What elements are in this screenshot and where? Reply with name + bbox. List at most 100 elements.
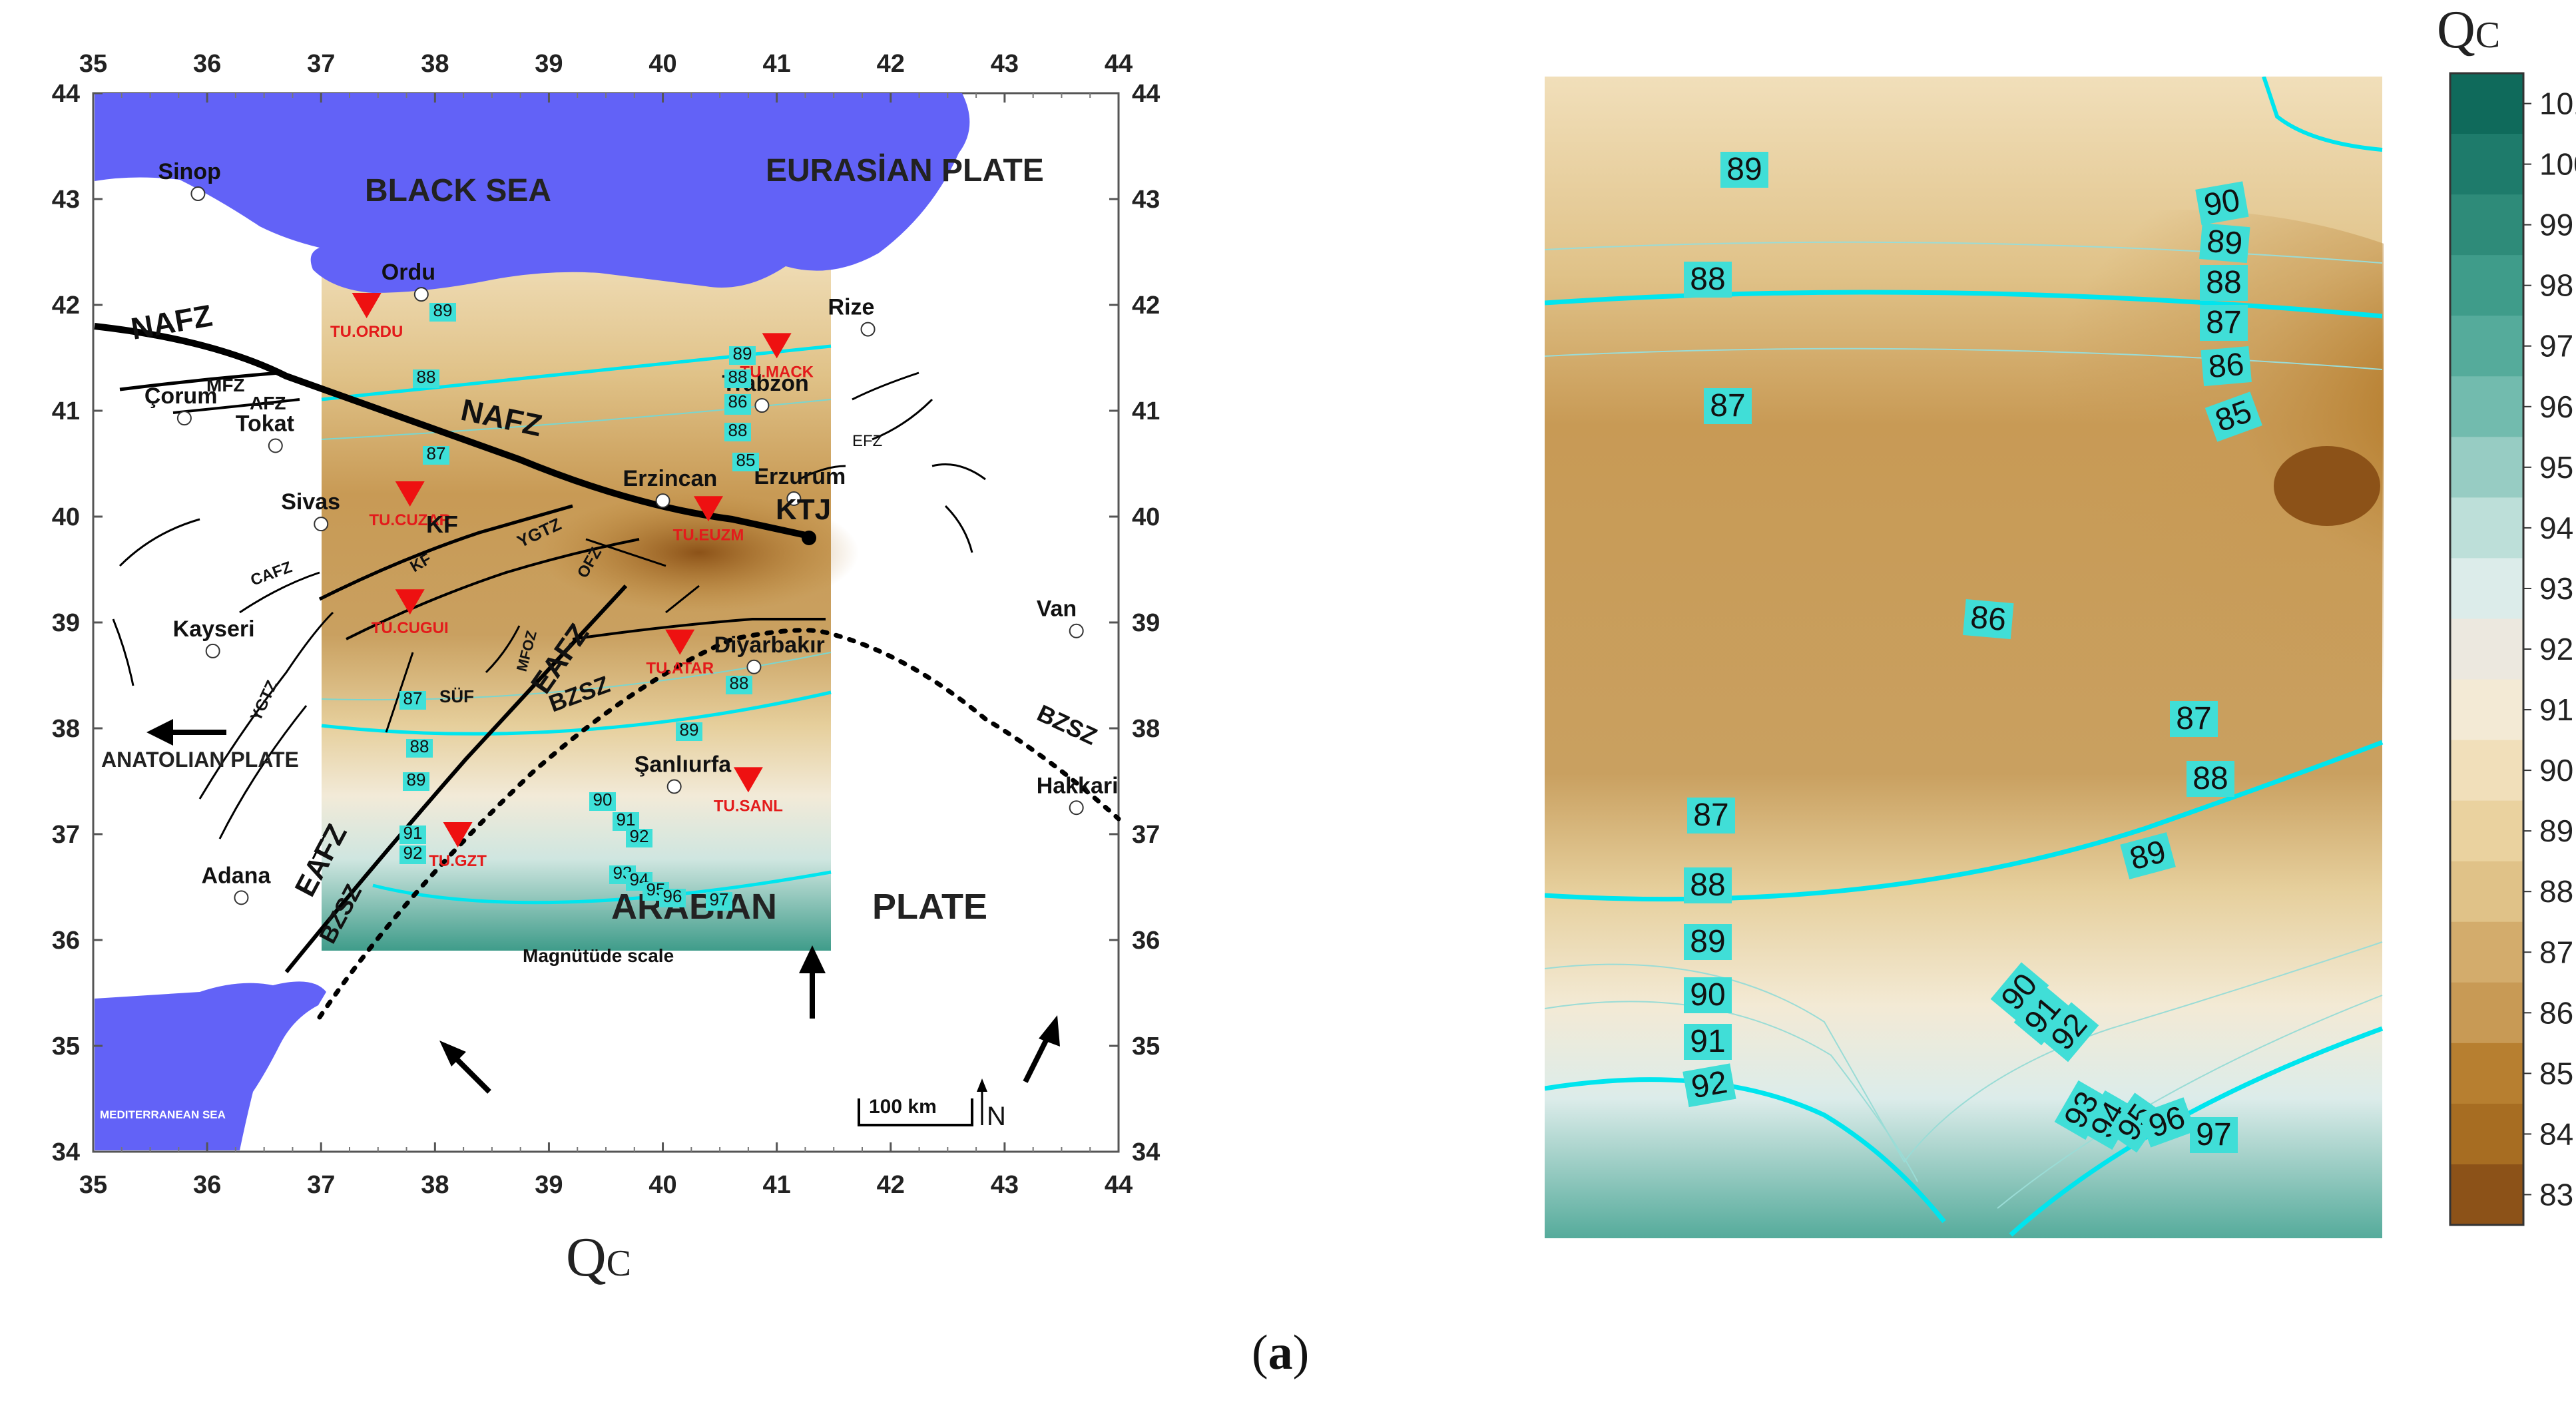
colorbar-swatch bbox=[2450, 73, 2523, 135]
ktj-marker bbox=[802, 531, 816, 545]
label-plate: PLATE bbox=[872, 887, 987, 927]
contour-label: 86 bbox=[1969, 600, 2007, 638]
colorbar-tick-label: 84 bbox=[2539, 1116, 2573, 1151]
inset-contour-label: 92 bbox=[630, 826, 649, 846]
lat-tick-label: 41 bbox=[52, 397, 80, 425]
colorbar-tick-label: 87 bbox=[2539, 935, 2573, 969]
lat-tick-label: 36 bbox=[52, 927, 80, 955]
station-marker bbox=[352, 293, 382, 318]
colorbar-tick-label: 88 bbox=[2539, 874, 2573, 909]
lon-tick-label: 36 bbox=[193, 1171, 221, 1198]
colorbar-tick-label: 92 bbox=[2539, 632, 2573, 666]
colorbar-swatch bbox=[2450, 982, 2523, 1044]
fault-label: KF bbox=[426, 511, 458, 538]
fault-label: MFZ bbox=[206, 375, 245, 395]
contour-label: 89 bbox=[1690, 924, 1725, 959]
colorbar-tick-label: 86 bbox=[2539, 995, 2573, 1030]
city-marker bbox=[190, 186, 206, 202]
station-marker bbox=[395, 481, 425, 507]
station-label: TU.ATAR bbox=[646, 660, 714, 678]
lon-tick-label: 39 bbox=[535, 1171, 563, 1198]
station-marker bbox=[762, 333, 792, 359]
city-marker bbox=[666, 779, 682, 794]
lat-tick-label: 37 bbox=[1132, 821, 1160, 849]
colorbar: 101 100 99 98 97 96 95 94 93 92 91 90 89 88 87 86 85 84 83 bbox=[2449, 72, 2576, 1226]
contour-label: 86 bbox=[2207, 347, 2246, 385]
inset-contour-label: 88 bbox=[730, 673, 749, 693]
inset-contour-label: 89 bbox=[733, 344, 752, 363]
inset-contour-label: 87 bbox=[403, 688, 423, 708]
lon-tick-label: 40 bbox=[648, 50, 676, 78]
station-marker bbox=[694, 496, 723, 522]
city-label: Ordu bbox=[382, 260, 435, 285]
contour-panel: 8990898888878685878687888789888990919290… bbox=[1545, 77, 2384, 1238]
city-marker bbox=[413, 287, 429, 302]
station-label: TU.ORDU bbox=[330, 323, 403, 341]
lon-tick-label: 38 bbox=[421, 50, 449, 78]
colorbar-tick-label: 96 bbox=[2539, 389, 2573, 424]
contour-label: 88 bbox=[2206, 265, 2241, 300]
inset-contour-label: 89 bbox=[680, 720, 699, 740]
contour-lines bbox=[1545, 77, 2384, 1237]
lat-tick-label: 43 bbox=[52, 186, 80, 214]
tectonic-map: 3535363637373838393940404141424243434444… bbox=[52, 50, 1160, 1198]
panel-letter-text: a bbox=[1268, 1325, 1293, 1380]
colorbar-swatch bbox=[2450, 618, 2523, 680]
colorbar-swatch bbox=[2450, 1103, 2523, 1165]
lon-tick-label: 43 bbox=[991, 1171, 1019, 1198]
colorbar-tick-label: 83 bbox=[2539, 1177, 2573, 1212]
lon-tick-label: 41 bbox=[763, 1171, 791, 1198]
colorbar-tick-label: 101 bbox=[2539, 87, 2576, 121]
lon-tick-label: 42 bbox=[877, 1171, 905, 1198]
station-marker bbox=[733, 767, 763, 793]
label-black-sea: BLACK SEA bbox=[365, 173, 551, 208]
lon-tick-label: 36 bbox=[193, 50, 221, 78]
contour-label: 92 bbox=[1688, 1064, 1730, 1105]
city-marker bbox=[746, 659, 762, 674]
colorbar-swatch bbox=[2450, 497, 2523, 559]
fault-label: EFZ bbox=[852, 432, 882, 450]
fault-label: SÜF bbox=[439, 686, 474, 706]
colorbar-title: QC bbox=[2437, 1, 2501, 59]
colorbar-swatch bbox=[2450, 740, 2523, 802]
inset-contour-label: 88 bbox=[410, 736, 429, 756]
lat-tick-label: 40 bbox=[1132, 503, 1160, 531]
city-label: Erzincan bbox=[623, 466, 718, 491]
scale-bar: 100 km N bbox=[858, 1078, 1006, 1131]
city-marker bbox=[860, 322, 876, 337]
city-marker bbox=[205, 643, 220, 658]
map-caption: QC bbox=[566, 1226, 632, 1288]
contour-labels: 8990898888878685878687888789888990919290… bbox=[1682, 152, 2262, 1153]
station-label: TU.MACK bbox=[740, 363, 814, 381]
inset-contour-label: 92 bbox=[403, 843, 423, 863]
city-label: Diyarbakır bbox=[714, 632, 824, 658]
colorbar-swatch bbox=[2450, 861, 2523, 923]
lat-tick-label: 38 bbox=[52, 715, 80, 743]
north-label: N bbox=[987, 1102, 1006, 1131]
station-label: TU.CUZAR bbox=[369, 511, 451, 529]
inset-contour-labels: 8988898887868588878687888988899091929394… bbox=[399, 300, 759, 911]
city-label: Kayseri bbox=[173, 616, 255, 642]
inset-contour-label: 86 bbox=[728, 391, 748, 411]
lat-tick-label: 35 bbox=[52, 1033, 80, 1060]
label-ktj: KTJ bbox=[776, 493, 831, 526]
colorbar-tick-label: 100 bbox=[2539, 147, 2576, 182]
city-marker bbox=[1069, 623, 1084, 638]
contour-label: 89 bbox=[2205, 224, 2244, 262]
inset-contour-label: 89 bbox=[433, 300, 453, 320]
colorbar-tick-label: 89 bbox=[2539, 814, 2573, 848]
city-marker bbox=[314, 517, 329, 532]
inset-contour-label: 91 bbox=[617, 810, 636, 829]
lon-tick-label: 40 bbox=[648, 1171, 676, 1198]
station-markers: TU.ORDU TU.MACK TU.CUZAR TU.EUZM TU.CUGUI TU.… bbox=[330, 293, 814, 870]
colorbar-tick-label: 90 bbox=[2539, 753, 2573, 788]
city-label: Van bbox=[1037, 596, 1077, 622]
inset-contour-label: 88 bbox=[417, 367, 436, 387]
city-label: Sivas bbox=[281, 489, 340, 515]
inset-contour-label: 97 bbox=[710, 889, 729, 909]
colorbar-tick-label: 93 bbox=[2539, 571, 2573, 606]
colorbar-swatch bbox=[2450, 376, 2523, 438]
colorbar-tick-label: 97 bbox=[2539, 329, 2573, 363]
lon-tick-label: 37 bbox=[307, 50, 335, 78]
contour-label: 88 bbox=[1690, 867, 1725, 903]
